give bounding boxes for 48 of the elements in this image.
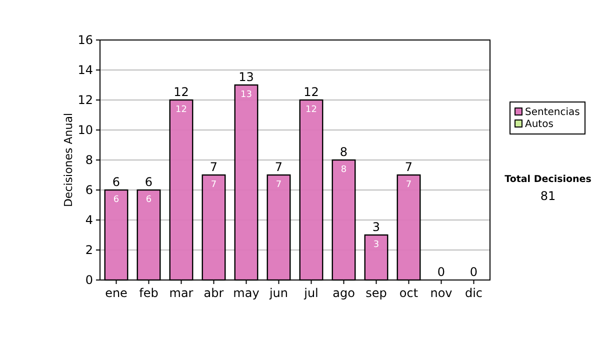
data-label: 12 xyxy=(306,105,317,115)
data-label: 6 xyxy=(146,195,152,205)
total-label: 12 xyxy=(174,85,189,99)
y-tick-label: 4 xyxy=(85,213,93,227)
data-label: 13 xyxy=(240,90,252,100)
x-tick-label: dic xyxy=(464,286,483,300)
total-label: 12 xyxy=(304,85,319,99)
total-label: 13 xyxy=(238,70,254,84)
total-label: 7 xyxy=(404,160,413,174)
total-label: 6 xyxy=(112,175,120,189)
total-label: 0 xyxy=(437,265,446,279)
total-label: 0 xyxy=(470,265,478,279)
y-tick-label: 16 xyxy=(78,33,93,47)
data-label: 7 xyxy=(406,180,412,190)
legend-label: Autos xyxy=(525,119,554,130)
x-tick-label: nov xyxy=(430,286,452,300)
text: 81 xyxy=(540,189,556,203)
x-tick-label: mar xyxy=(169,286,194,300)
x-tick-label: sep xyxy=(366,286,387,300)
x-tick-label: oct xyxy=(399,286,418,300)
total-label: 7 xyxy=(210,160,218,174)
data-label: 3 xyxy=(373,240,380,250)
x-tick-label: jul xyxy=(303,286,318,300)
data-label: 12 xyxy=(176,105,187,115)
total-label: 3 xyxy=(372,220,380,234)
y-tick-label: 12 xyxy=(78,93,93,107)
y-tick-label: 0 xyxy=(85,273,93,287)
y-tick-label: 6 xyxy=(85,183,93,197)
total-label: 7 xyxy=(274,160,283,174)
text: Total Decisiones xyxy=(504,174,592,185)
x-tick-label: jun xyxy=(268,286,288,300)
x-tick-label: may xyxy=(233,286,260,300)
y-tick-label: 14 xyxy=(78,63,93,77)
data-label: 8 xyxy=(340,165,347,175)
x-tick-label: feb xyxy=(139,286,158,300)
x-tick-label: ago xyxy=(332,286,355,300)
total-label: 8 xyxy=(340,145,348,159)
total-label: 6 xyxy=(144,175,153,189)
y-axis-title: Decisiones Anual xyxy=(62,112,75,208)
legend-label: Sentencias xyxy=(525,107,580,118)
data-label: 7 xyxy=(276,180,282,190)
y-tick-label: 10 xyxy=(78,123,93,137)
data-label: 6 xyxy=(113,195,120,205)
y-tick-label: 2 xyxy=(85,243,93,257)
y-tick-label: 8 xyxy=(85,153,93,167)
data-label: 7 xyxy=(210,180,217,190)
x-tick-label: ene xyxy=(105,286,128,300)
x-tick-label: abr xyxy=(204,286,224,300)
